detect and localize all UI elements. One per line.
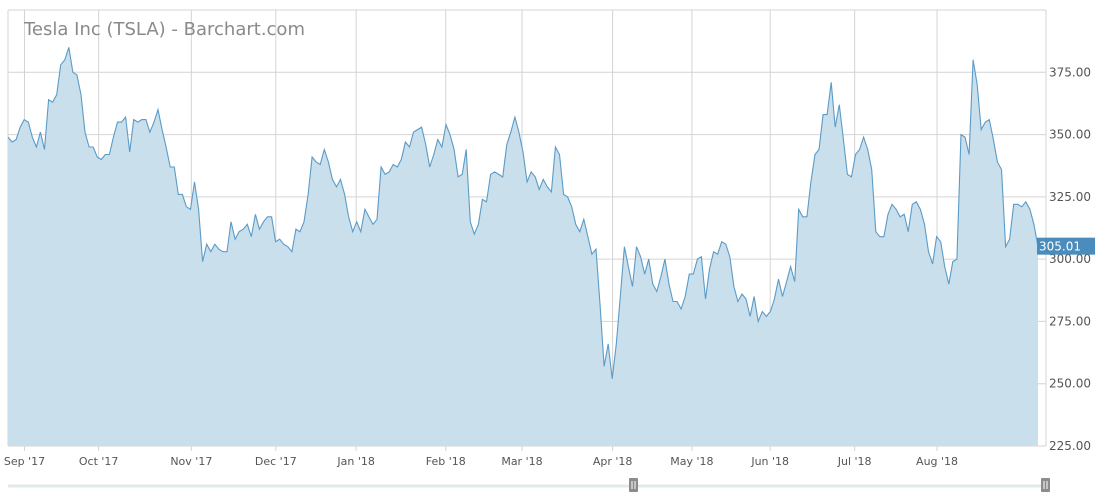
x-tick-label: Aug '18 xyxy=(916,455,958,468)
range-slider[interactable] xyxy=(8,478,1050,492)
price-line xyxy=(7,47,1039,379)
chart-title: Tesla Inc (TSLA) - Barchart.com xyxy=(23,19,305,40)
x-tick-label: Dec '17 xyxy=(255,455,297,468)
y-tick-label: 225.00 xyxy=(1049,439,1091,453)
y-axis-ticks: 375.00 350.00 325.00 300.00 275.00 250.00 225.… xyxy=(1049,65,1091,453)
x-tick-label: Jan '18 xyxy=(336,455,374,468)
range-slider-right-handle[interactable] xyxy=(1041,478,1050,492)
y-tick-label: 275.00 xyxy=(1049,314,1091,328)
y-tick-label: 375.00 xyxy=(1049,65,1091,79)
last-value-background xyxy=(1037,237,1095,255)
range-slider-left-handle[interactable] xyxy=(629,478,638,492)
y-tick-label: 250.00 xyxy=(1049,377,1091,391)
y-tick-label: 300.00 xyxy=(1049,252,1091,266)
x-tick-label: Apr '18 xyxy=(593,455,633,468)
x-tick-label: Sep '17 xyxy=(4,455,45,468)
y-tick-label: 325.00 xyxy=(1049,190,1091,204)
y-tick-label: 350.00 xyxy=(1049,128,1091,142)
x-tick-label: Nov '17 xyxy=(170,455,212,468)
x-tick-label: Feb '18 xyxy=(426,455,466,468)
x-tick-label: May '18 xyxy=(670,455,713,468)
x-axis-ticks: Sep '17 Oct '17 Nov '17 Dec '17 Jan '18 Feb '… xyxy=(4,455,958,468)
x-tick-label: Oct '17 xyxy=(79,455,119,468)
last-value-badge: 305.01 xyxy=(1037,237,1095,255)
x-tick-label: Jun '18 xyxy=(750,455,789,468)
x-tick-label: Jul '18 xyxy=(837,455,872,468)
x-tick-label: Mar '18 xyxy=(501,455,542,468)
last-value-label: 305.01 xyxy=(1039,240,1081,254)
price-area xyxy=(8,47,1038,447)
